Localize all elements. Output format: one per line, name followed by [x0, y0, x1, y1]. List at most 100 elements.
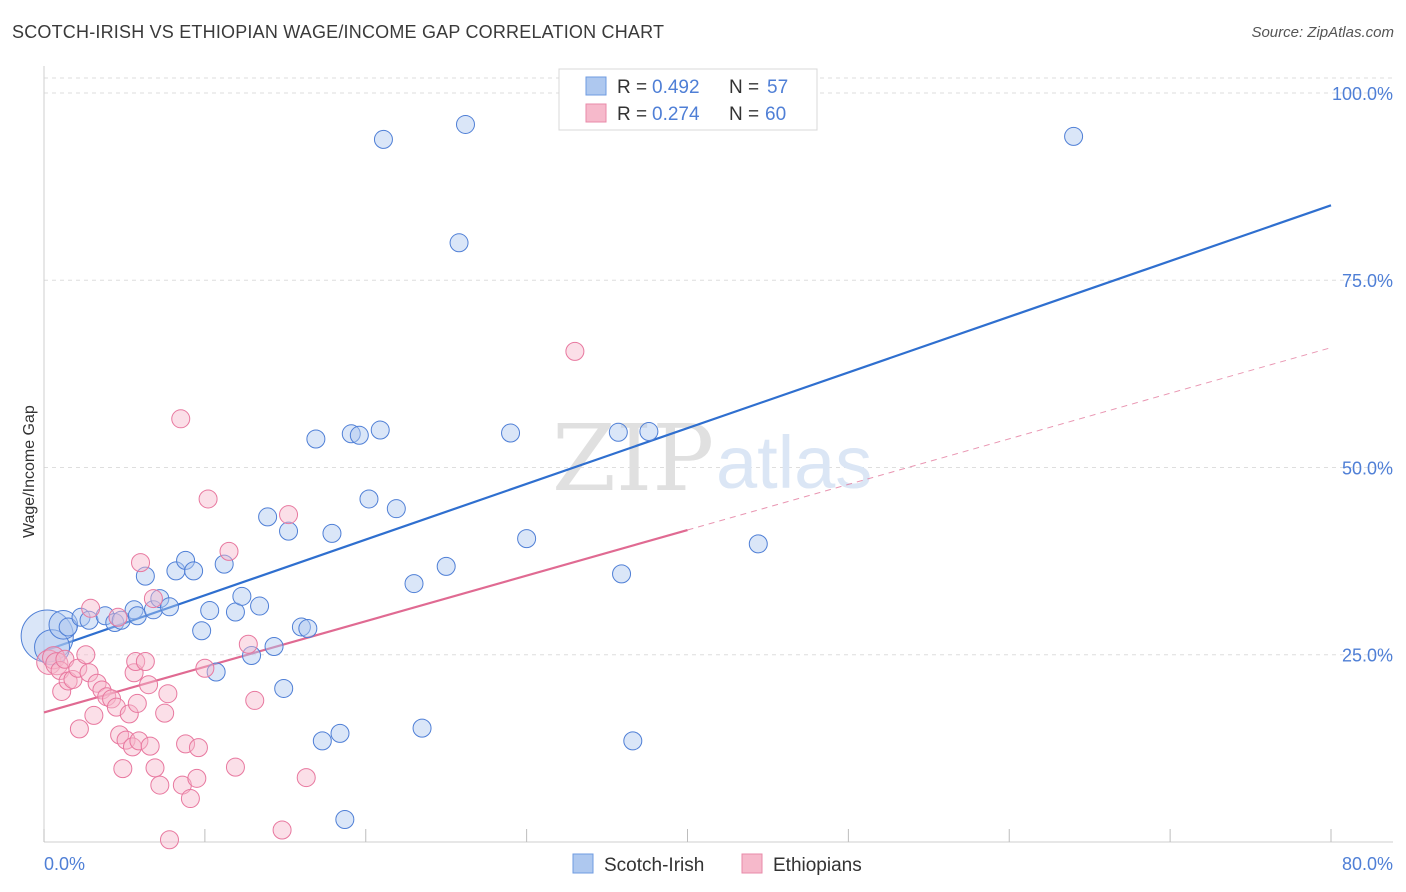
scotch-irish-point: [312, 731, 332, 751]
ethiopians-trend-dashed: [687, 347, 1332, 531]
legend-r-value-1: 0.492: [652, 77, 700, 98]
scotch-irish-point: [150, 589, 170, 609]
scotch-irish-point: [748, 534, 768, 554]
scotch-irish-point: [501, 423, 521, 443]
legend-r-label-1: R =: [617, 77, 647, 98]
x-tick-label-max: 80.0%: [1342, 854, 1393, 874]
scotch-irish-point: [373, 129, 393, 149]
ethiopians-point: [279, 505, 299, 525]
scotch-irish-point: [127, 606, 147, 626]
ethiopians-point: [119, 704, 139, 724]
y-tick-label: 100.0%: [1332, 84, 1393, 104]
scotch-irish-point: [264, 637, 284, 657]
ethiopians-point: [126, 651, 146, 671]
ethiopians-point: [171, 409, 191, 429]
y-tick-label: 75.0%: [1342, 271, 1393, 291]
legend-n-value-2: 60: [765, 104, 786, 125]
scotch-irish-point: [184, 561, 204, 581]
ethiopians-point: [69, 719, 89, 739]
scotch-irish-point: [330, 723, 350, 743]
legend-r-value-2: 0.274: [652, 104, 700, 125]
scotch-irish-point: [79, 610, 99, 630]
scotch-irish-point: [298, 619, 318, 639]
ethiopians-point: [135, 651, 155, 671]
scotch-irish-point: [111, 610, 131, 630]
scotch-irish-point: [449, 233, 469, 253]
legend-n-value-1: 57: [767, 77, 788, 98]
scotch-irish-point: [359, 489, 379, 509]
scotch-irish-point: [623, 731, 643, 751]
ethiopians-point: [187, 768, 207, 788]
scotch-irish-point: [242, 645, 262, 665]
bottom-legend-swatch-blue: [572, 853, 594, 874]
ethiopians-point: [63, 669, 83, 689]
scotch-irish-point: [306, 429, 326, 449]
ethiopians-point: [143, 589, 163, 609]
ethiopians-point: [113, 759, 133, 779]
bottom-legend-swatch-pink: [741, 853, 763, 874]
ethiopians-point: [87, 673, 107, 693]
legend-n-label-1: N =: [729, 77, 759, 98]
ethiopians-point: [127, 693, 147, 713]
y-tick-label: 50.0%: [1342, 458, 1393, 478]
scotch-irish-point: [322, 523, 342, 543]
scotch-irish-point: [192, 621, 212, 641]
scotch-irish-point: [370, 420, 390, 440]
scotch-irish-point: [436, 556, 456, 576]
scotch-irish-point: [517, 529, 537, 549]
scotch-irish-point: [412, 718, 432, 738]
ethiopians-point: [131, 553, 151, 573]
ethiopians-point: [129, 731, 149, 751]
scotch-irish-point: [612, 564, 632, 584]
ethiopians-point: [296, 768, 316, 788]
scotch-irish-point: [124, 600, 144, 620]
scotch-irish-point: [258, 507, 278, 527]
scotch-irish-point: [58, 617, 78, 637]
y-axis-label: Wage/Income Gap: [21, 405, 38, 538]
scotch-irish-point: [291, 617, 311, 637]
chart-title: SCOTCH-IRISH VS ETHIOPIAN WAGE/INCOME GA…: [12, 22, 665, 42]
ethiopians-point: [97, 687, 117, 707]
watermark-zip: ZIP: [552, 405, 714, 512]
scotch-irish-trend-solid: [43, 204, 1332, 653]
axes: [43, 66, 1393, 843]
ethiopians-point: [79, 663, 99, 683]
legend-n-label-2: N =: [729, 104, 759, 125]
ethiopians-point: [150, 775, 170, 795]
ethiopians-point: [145, 758, 165, 778]
ethiopians-point: [238, 634, 258, 654]
x-tick-label-min: 0.0%: [44, 854, 85, 874]
scotch-irish-point: [639, 422, 659, 442]
scotch-irish-point: [274, 678, 294, 698]
legend-box: R = 0.492 N = 57 R = 0.274 N = 60: [558, 68, 818, 131]
legend-swatch-blue: [585, 76, 607, 96]
ethiopians-point: [272, 820, 292, 840]
ethiopians-point: [159, 830, 179, 850]
trend-lines: [43, 204, 1332, 714]
scotch-irish-point: [159, 597, 179, 617]
legend-r-label-2: R =: [617, 104, 647, 125]
scotch-irish-point: [455, 114, 475, 134]
ethiopians-point: [225, 757, 245, 777]
scotch-irish-point: [143, 600, 163, 620]
scotch-irish-point: [404, 574, 424, 594]
scotch-irish-point: [608, 422, 628, 442]
ethiopians-point: [52, 681, 72, 701]
scotch-irish-point: [279, 521, 299, 541]
watermark-atlas: atlas: [716, 421, 872, 504]
y-tick-labels: 25.0% 50.0% 75.0% 100.0%: [1332, 84, 1393, 666]
ethiopians-point: [219, 541, 239, 561]
ethiopians-point: [140, 736, 160, 756]
scotch-irish-point: [200, 601, 220, 621]
scotch-irish-point: [214, 554, 234, 574]
ethiopians-point: [84, 705, 104, 725]
scotch-irish-point: [250, 596, 270, 616]
ethiopians-point: [198, 489, 218, 509]
scotch-irish-point: [349, 425, 369, 445]
ethiopians-point: [565, 341, 585, 361]
series-ethiopians: [36, 341, 585, 850]
bottom-legend-scotch-irish: Scotch-Irish: [604, 855, 704, 876]
ethiopians-point: [81, 598, 101, 618]
ethiopians-point: [158, 684, 178, 704]
